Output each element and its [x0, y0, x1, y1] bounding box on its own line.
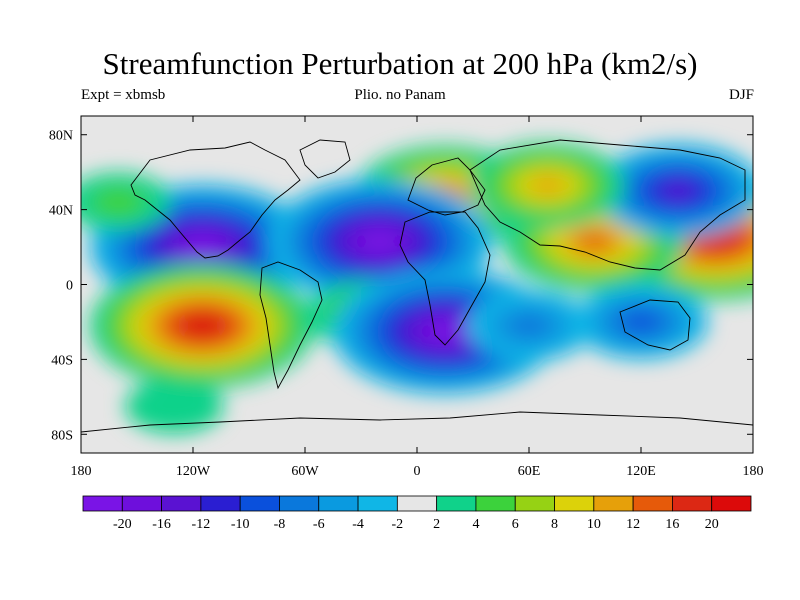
colorbar: -20 -16 -12 -10 -8 -6 -4 -2 2 4 6 8 10 12 16 20 [82, 495, 752, 532]
colorbar-label: 4 [472, 517, 479, 532]
colorbar-label: -10 [231, 517, 250, 532]
colorbar-label: 12 [626, 517, 640, 532]
contour-band [579, 232, 610, 250]
coast-greenland [299, 139, 351, 179]
contour-band [430, 323, 460, 340]
x-tick-label: 180 [743, 464, 764, 479]
contour-band [365, 233, 394, 250]
colorbar-swatch [632, 495, 673, 512]
coast-antarctica [81, 411, 753, 433]
colorbar-label: -6 [313, 517, 325, 532]
colorbar-swatch [593, 495, 634, 512]
chart-title: Streamfunction Perturbation at 200 hPa (… [102, 46, 698, 81]
y-tick-label: 40S [51, 353, 73, 368]
colorbar-swatch [436, 495, 477, 512]
colorbar-label: 10 [587, 517, 601, 532]
colorbar-label: 20 [705, 517, 719, 532]
y-tick-label: 80S [51, 428, 73, 443]
colorbar-swatch [554, 495, 595, 512]
coast-north-america [130, 141, 301, 259]
colorbar-swatch [161, 495, 202, 512]
season-label: DJF [728, 87, 754, 103]
colorbar-label: -4 [352, 517, 364, 532]
colorbar-swatch [279, 495, 320, 512]
contour-band [532, 176, 564, 194]
colorbar-swatch [514, 495, 555, 512]
x-axis: 180 120W 60W 0 60E 120E 180 [71, 116, 764, 479]
colorbar-label: -12 [192, 517, 211, 532]
colorbar-swatch [672, 495, 713, 512]
contour-band [664, 183, 693, 199]
experiment-label: Expt = xbmsb [81, 87, 166, 103]
coast-asia [469, 139, 746, 271]
coast-africa [399, 211, 491, 346]
colorbar-label: 8 [551, 517, 558, 532]
colorbar-swatch [475, 495, 516, 512]
contour-fill-layer [81, 142, 753, 434]
coast-south-america [259, 261, 323, 390]
colorbar-swatch [318, 495, 359, 512]
colorbar-label: 2 [433, 517, 440, 532]
y-tick-label: 80N [49, 129, 73, 144]
colorbar-label: 6 [512, 517, 519, 532]
coast-australia [619, 299, 691, 351]
x-tick-label: 60W [291, 464, 319, 479]
contour-band [92, 187, 145, 217]
colorbar-swatch [396, 495, 438, 512]
colorbar-swatch [239, 495, 280, 512]
contour-band [188, 239, 217, 255]
coastlines [81, 139, 753, 433]
colorbar-swatch [82, 495, 123, 512]
colorbar-label: 16 [665, 517, 679, 532]
coast-europe [407, 157, 486, 216]
contour-band [188, 317, 217, 334]
x-tick-label: 120E [626, 464, 656, 479]
y-tick-label: 40N [49, 204, 73, 219]
x-tick-label: 0 [414, 464, 421, 479]
colorbar-swatch [711, 495, 752, 512]
y-tick-label: 0 [66, 279, 73, 294]
contour-band [624, 312, 658, 332]
x-tick-label: 60E [518, 464, 541, 479]
colorbar-swatch [121, 495, 162, 512]
colorbar-swatch [357, 495, 398, 512]
colorbar-swatch [200, 495, 241, 512]
colorbar-label: -20 [113, 517, 132, 532]
x-tick-label: 120W [176, 464, 211, 479]
y-axis: 80N 40N 0 40S 80S [49, 129, 753, 443]
colorbar-label: -8 [274, 517, 286, 532]
colorbar-label: -16 [152, 517, 171, 532]
contour-band [507, 313, 551, 338]
colorbar-label: -2 [392, 517, 404, 532]
contour-band [125, 378, 224, 434]
case-label: Plio. no Panam [354, 87, 446, 103]
x-tick-label: 180 [71, 464, 92, 479]
